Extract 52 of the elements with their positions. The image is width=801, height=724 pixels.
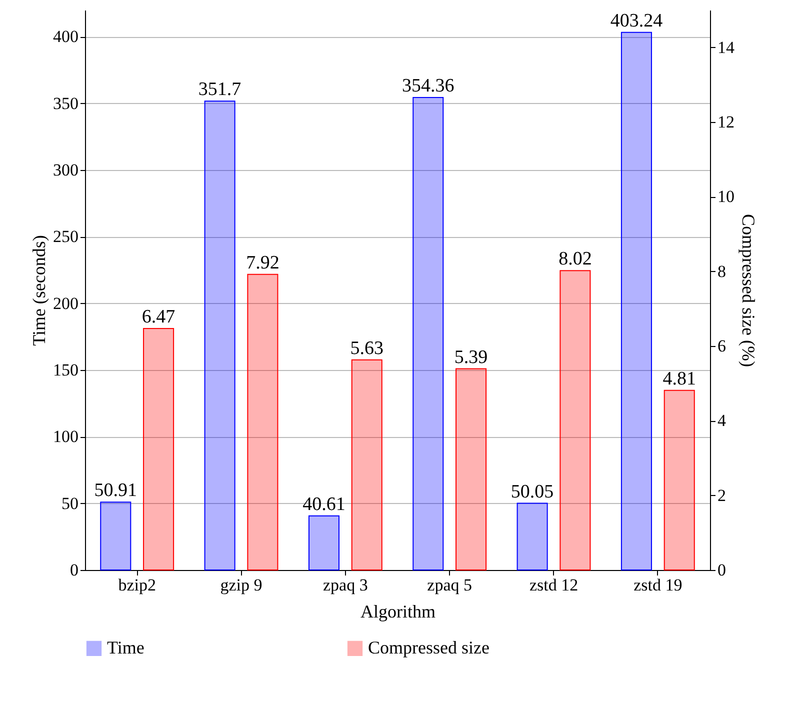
bar xyxy=(456,368,487,570)
y2-tick-label: 10 xyxy=(718,187,734,206)
y2-tick-label: 0 xyxy=(718,560,726,580)
data-label: 5.63 xyxy=(350,338,384,359)
y-tick-label: 350 xyxy=(53,94,78,113)
y-tick-label: 50 xyxy=(62,494,78,513)
y2-tick-label: 12 xyxy=(718,112,734,132)
x-tick-label: bzip2 xyxy=(118,576,156,594)
y-tick-label: 400 xyxy=(53,27,78,46)
y-tick-label: 150 xyxy=(53,360,78,380)
y2-tick-label: 4 xyxy=(718,411,726,430)
x-tick-label: zpaq 3 xyxy=(322,576,368,594)
data-label: 403.24 xyxy=(610,10,664,32)
bar xyxy=(516,502,548,570)
x-axis-title: Algorithm xyxy=(360,602,436,622)
data-label: 7.92 xyxy=(246,252,280,274)
bar xyxy=(308,515,340,570)
x-tick-label: gzip 9 xyxy=(220,576,262,594)
bar xyxy=(204,100,236,570)
bar xyxy=(143,328,174,570)
legend-label: Compressed size xyxy=(368,637,490,658)
data-label: 4.81 xyxy=(662,368,696,390)
x-tick-label: zstd 19 xyxy=(634,576,682,594)
y-tick-label: 200 xyxy=(53,294,78,313)
bar xyxy=(664,390,695,570)
x-tick-label: zpaq 5 xyxy=(427,576,472,594)
y2-tick-label: 6 xyxy=(718,336,726,356)
y2-tick-label: 14 xyxy=(718,38,735,57)
y2-tick-label: 8 xyxy=(718,262,726,281)
y2-axis-title: Compressed size (%) xyxy=(738,214,758,367)
x-tick-label: zstd 12 xyxy=(529,576,578,594)
data-label: 6.47 xyxy=(142,306,176,328)
data-label: 5.39 xyxy=(454,346,488,368)
legend-label: Time xyxy=(107,637,144,658)
data-label: 50.05 xyxy=(510,481,554,502)
y2-tick-label: 2 xyxy=(718,486,726,505)
y-tick-label: 100 xyxy=(53,427,78,446)
bar xyxy=(100,502,132,570)
y-tick-label: 250 xyxy=(53,227,78,246)
y-tick-label: 0 xyxy=(70,560,78,580)
y-tick-label: 300 xyxy=(53,160,78,180)
bar xyxy=(412,97,444,570)
data-label: 50.91 xyxy=(94,480,138,502)
data-label: 40.61 xyxy=(302,494,346,515)
y-axis-title: Time (seconds) xyxy=(29,235,49,346)
bar xyxy=(560,270,591,570)
bar xyxy=(351,359,382,570)
data-label: 354.36 xyxy=(402,76,454,97)
bar xyxy=(620,32,652,570)
data-label: 351.7 xyxy=(198,79,242,100)
bar xyxy=(247,274,278,570)
data-label: 8.02 xyxy=(558,248,592,270)
